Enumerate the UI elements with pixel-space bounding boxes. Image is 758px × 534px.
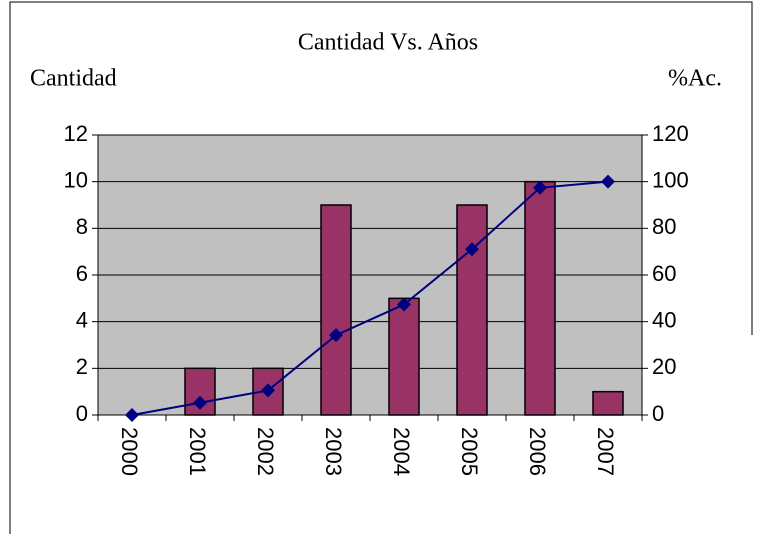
bar: [388, 297, 420, 416]
chart-title: Cantidad Vs. Años: [298, 30, 478, 56]
y-tick-label: 10: [64, 167, 88, 192]
y-tick-label: 2: [76, 354, 88, 379]
y2-tick-label: 0: [652, 401, 664, 426]
marker: [193, 395, 207, 410]
marker: [397, 297, 411, 312]
y-tick-label: 8: [76, 214, 88, 239]
x-tick-label: 2000: [117, 427, 142, 476]
x-tick-label: 2006: [525, 427, 550, 476]
bar: [524, 180, 556, 416]
y-tick-label: 0: [76, 401, 88, 426]
marker: [261, 383, 275, 398]
marker: [533, 180, 547, 195]
y2-tick-label: 60: [652, 261, 676, 286]
y2-tick-label: 40: [652, 307, 676, 332]
x-tick-label: 2003: [321, 427, 346, 476]
frame: [9, 1, 753, 534]
bar: [592, 390, 624, 416]
y-tick-label: 12: [64, 121, 88, 146]
y-axis-title: Cantidad: [30, 66, 117, 92]
y2-tick-label: 80: [652, 214, 676, 239]
marker: [125, 408, 139, 422]
x-tick-label: 2004: [389, 427, 414, 476]
bar: [456, 204, 488, 416]
x-tick-label: 2007: [593, 427, 618, 476]
marker: [329, 328, 343, 343]
marker: [601, 174, 615, 189]
y2-tick-label: 100: [652, 167, 689, 192]
y-tick-label: 6: [76, 261, 88, 286]
x-tick-label: 2002: [253, 427, 278, 476]
bar: [320, 204, 352, 416]
y2-axis-title: %Ac.: [668, 66, 722, 92]
x-tick-label: 2001: [185, 427, 210, 476]
line: [131, 180, 609, 416]
y2-tick-label: 20: [652, 354, 676, 379]
y-tick-label: 4: [76, 307, 88, 332]
y2-tick-label: 120: [652, 121, 689, 146]
x-tick-label: 2005: [457, 427, 482, 476]
marker: [465, 242, 479, 257]
